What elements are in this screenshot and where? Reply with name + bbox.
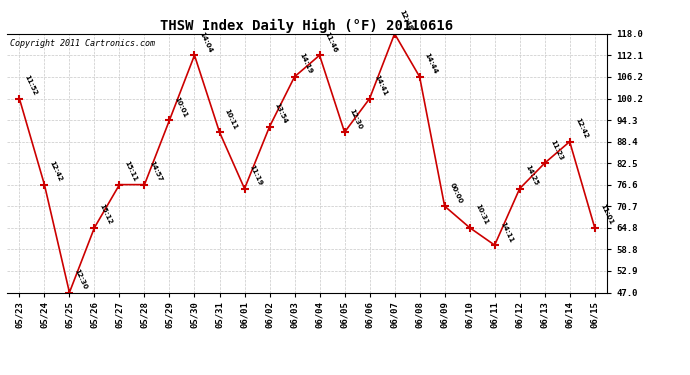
Text: 14:11: 14:11 bbox=[499, 220, 513, 243]
Text: 14:04: 14:04 bbox=[199, 30, 214, 54]
Text: 12:30: 12:30 bbox=[348, 108, 364, 130]
Title: THSW Index Daily High (°F) 20110616: THSW Index Daily High (°F) 20110616 bbox=[161, 18, 453, 33]
Text: 12:48: 12:48 bbox=[399, 9, 413, 32]
Text: 10:31: 10:31 bbox=[474, 203, 489, 226]
Text: 13:54: 13:54 bbox=[274, 102, 288, 125]
Text: 14:57: 14:57 bbox=[148, 160, 164, 183]
Text: 14:41: 14:41 bbox=[374, 74, 388, 97]
Text: 00:00: 00:00 bbox=[448, 182, 464, 204]
Text: 11:23: 11:23 bbox=[549, 139, 564, 161]
Text: 12:42: 12:42 bbox=[48, 160, 63, 183]
Text: 12:42: 12:42 bbox=[574, 117, 589, 140]
Text: 12:30: 12:30 bbox=[74, 268, 88, 291]
Text: 14:19: 14:19 bbox=[299, 52, 313, 75]
Text: 11:19: 11:19 bbox=[248, 164, 264, 187]
Text: Copyright 2011 Cartronics.com: Copyright 2011 Cartronics.com bbox=[10, 39, 155, 48]
Text: 15:12: 15:12 bbox=[99, 203, 113, 226]
Text: 10:11: 10:11 bbox=[224, 108, 239, 130]
Text: 14:44: 14:44 bbox=[424, 52, 439, 75]
Text: 11:46: 11:46 bbox=[324, 31, 339, 54]
Text: 10:01: 10:01 bbox=[174, 96, 188, 118]
Text: 11:52: 11:52 bbox=[23, 74, 39, 97]
Text: 11:01: 11:01 bbox=[599, 203, 613, 226]
Text: 14:25: 14:25 bbox=[524, 164, 539, 187]
Text: 15:11: 15:11 bbox=[124, 160, 139, 183]
